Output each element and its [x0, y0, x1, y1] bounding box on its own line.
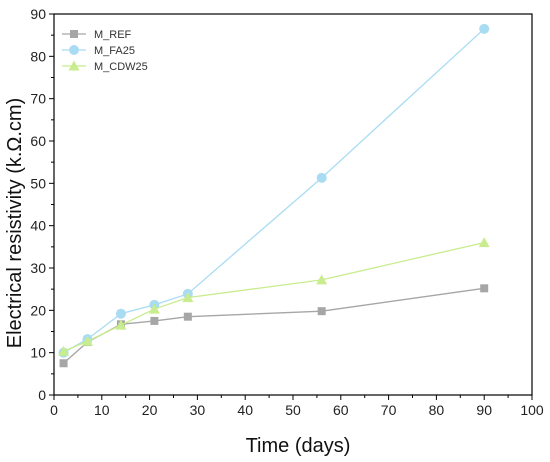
- y-tick-label: 10: [30, 345, 46, 361]
- legend-label: M_FA25: [94, 45, 135, 57]
- x-tick-label: 50: [285, 402, 301, 418]
- data-point-m-cdw25: [182, 292, 194, 303]
- x-axis-ticks: 0 10 20 30 40 50 60 70 80 90 100: [50, 395, 544, 418]
- x-tick-label: 70: [381, 402, 397, 418]
- y-axis-ticks: 0 10 20 30 40 50 60 70 80 90: [30, 6, 54, 403]
- data-point-m-ref: [183, 312, 192, 321]
- legend-marker: [70, 30, 78, 38]
- y-tick-label: 0: [38, 387, 46, 403]
- x-tick-label: 0: [50, 402, 58, 418]
- x-tick-label: 20: [142, 402, 158, 418]
- y-tick-label: 50: [30, 175, 46, 191]
- x-tick-label: 100: [520, 402, 544, 418]
- y-tick-label: 80: [30, 48, 46, 64]
- data-point-m-cdw25: [148, 303, 160, 314]
- legend-item-m-cdw25: M_CDW25: [62, 60, 148, 73]
- legend-item-m-ref: M_REF: [62, 29, 132, 41]
- legend-item-m-fa25: M_FA25: [62, 45, 135, 57]
- x-tick-label: 30: [190, 402, 206, 418]
- series-m-fa25: [58, 23, 490, 358]
- data-point-m-cdw25: [316, 274, 328, 285]
- legend-label: M_CDW25: [94, 61, 148, 73]
- data-point-m-fa25: [316, 172, 327, 183]
- data-point-m-ref: [317, 307, 326, 316]
- series-layer: [58, 23, 490, 368]
- data-point-m-cdw25: [115, 319, 127, 330]
- series-m-cdw25: [58, 237, 490, 356]
- series-line-m-ref: [63, 287, 485, 364]
- data-point-m-ref: [59, 359, 68, 368]
- data-point-m-ref: [150, 316, 159, 325]
- legend: M_REF M_FA25 M_CDW25: [62, 29, 148, 73]
- x-tick-label: 10: [94, 402, 110, 418]
- legend-marker: [68, 60, 80, 71]
- data-point-m-cdw25: [58, 345, 70, 356]
- data-point-m-cdw25: [81, 335, 93, 346]
- y-tick-label: 60: [30, 133, 46, 149]
- x-axis-title: Time (days): [246, 435, 351, 457]
- y-tick-label: 20: [30, 302, 46, 318]
- y-tick-label: 90: [30, 6, 46, 22]
- data-point-m-cdw25: [478, 237, 490, 248]
- x-tick-label: 60: [333, 402, 349, 418]
- y-tick-label: 70: [30, 91, 46, 107]
- data-point-m-fa25: [115, 308, 126, 319]
- series-line-m-fa25: [63, 28, 485, 354]
- x-tick-label: 80: [429, 402, 445, 418]
- x-tick-label: 40: [237, 402, 253, 418]
- y-tick-label: 40: [30, 218, 46, 234]
- y-axis-title: Electrical resistivity (k.Ω.cm): [4, 98, 26, 349]
- legend-marker: [69, 45, 79, 55]
- legend-label: M_REF: [94, 29, 132, 41]
- x-tick-label: 90: [476, 402, 492, 418]
- y-tick-label: 30: [30, 260, 46, 276]
- data-point-m-fa25: [479, 23, 490, 34]
- data-point-m-ref: [480, 284, 489, 293]
